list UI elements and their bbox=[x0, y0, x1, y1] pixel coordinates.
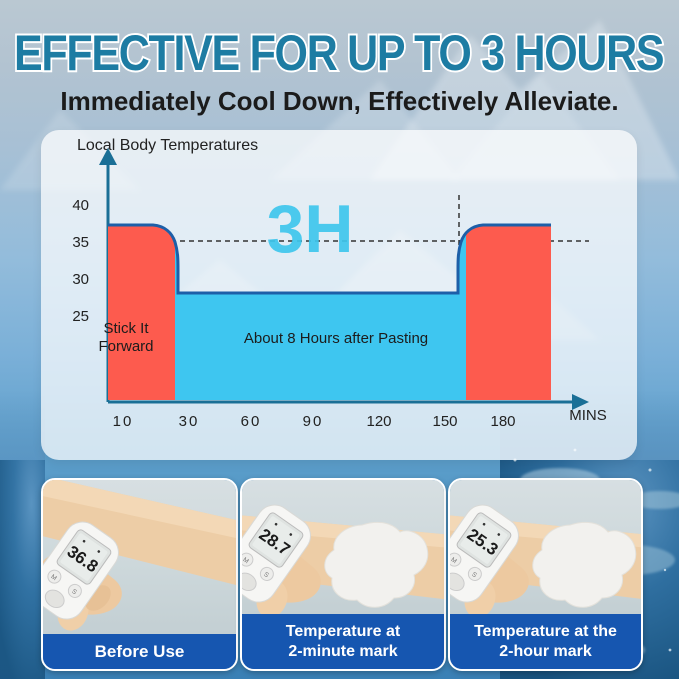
svg-text:120: 120 bbox=[366, 413, 391, 430]
svg-text:60: 60 bbox=[241, 413, 262, 430]
svg-text:30: 30 bbox=[179, 413, 200, 430]
svg-text:25: 25 bbox=[72, 308, 89, 325]
svg-text:MINS: MINS bbox=[569, 407, 607, 424]
svg-text:150: 150 bbox=[432, 413, 457, 430]
svg-text:30: 30 bbox=[72, 271, 89, 288]
svg-text:Stick It: Stick It bbox=[103, 320, 149, 337]
svg-text:Forward: Forward bbox=[98, 338, 153, 355]
svg-text:35: 35 bbox=[72, 234, 89, 251]
svg-text:180: 180 bbox=[490, 413, 515, 430]
svg-text:90: 90 bbox=[303, 413, 324, 430]
svg-text:About 8 Hours after Pasting: About 8 Hours after Pasting bbox=[244, 330, 428, 347]
svg-text:3H: 3H bbox=[267, 191, 354, 267]
svg-text:40: 40 bbox=[72, 197, 89, 214]
svg-text:10: 10 bbox=[113, 413, 134, 430]
